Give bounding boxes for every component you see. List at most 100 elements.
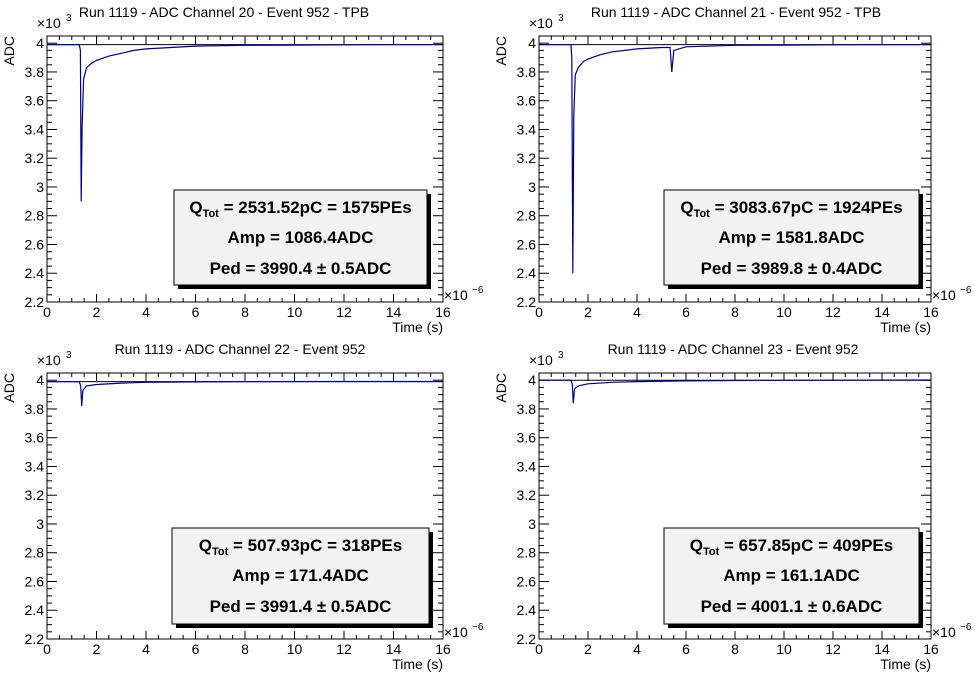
y-tick-label: 3.2: [25, 150, 45, 166]
svg-text:−6: −6: [472, 622, 484, 633]
chart-title: Run 1119 - ADC Channel 21 - Event 952 - …: [591, 4, 881, 20]
x-multiplier: ×10 −6: [444, 622, 484, 640]
y-tick-label: 2.6: [517, 236, 537, 252]
x-tick-label: 4: [142, 641, 150, 657]
x-tick-label: 16: [923, 641, 939, 657]
svg-text:×10: ×10: [444, 624, 468, 640]
y-multiplier: ×10 3: [529, 350, 564, 368]
y-tick-label: 3.6: [25, 430, 45, 446]
y-axis-label: ADC: [493, 373, 509, 403]
svg-text:×10: ×10: [932, 624, 956, 640]
waveform-series: [47, 380, 443, 407]
svg-text:×10: ×10: [932, 287, 956, 303]
y-tick-label: 4: [36, 372, 44, 388]
x-tick-label: 8: [731, 304, 739, 320]
x-tick-label: 6: [192, 304, 200, 320]
svg-text:−6: −6: [960, 622, 972, 633]
y-tick-label: 3.4: [25, 121, 45, 137]
y-tick-label: 3.4: [517, 458, 537, 474]
y-tick-label: 2.4: [517, 602, 537, 618]
y-tick-label: 3.6: [517, 93, 537, 109]
y-tick-label: 3: [36, 516, 44, 532]
chart-title: Run 1119 - ADC Channel 20 - Event 952 - …: [79, 4, 369, 20]
qtot-label: QTot = 3083.67pC = 1924PEs: [680, 198, 902, 220]
svg-text:×10: ×10: [37, 15, 61, 31]
x-tick-label: 0: [43, 641, 51, 657]
svg-text:3: 3: [558, 13, 564, 24]
svg-text:−6: −6: [472, 285, 484, 296]
amp-label: Amp = 1581.8ADC: [719, 228, 865, 247]
x-tick-label: 2: [584, 641, 592, 657]
chart-title: Run 1119 - ADC Channel 23 - Event 952: [608, 341, 859, 357]
x-tick-label: 14: [386, 641, 402, 657]
x-tick-label: 4: [142, 304, 150, 320]
x-tick-label: 6: [682, 304, 690, 320]
x-axis-label: Time (s): [880, 656, 931, 672]
amp-label: Amp = 161.1ADC: [723, 566, 860, 585]
stats-box: QTot = 2531.52pC = 1575PEs Amp = 1086.4A…: [173, 189, 431, 289]
y-tick-label: 2.8: [517, 208, 537, 224]
stats-box: QTot = 507.93pC = 318PEs Amp = 171.4ADC …: [171, 527, 433, 628]
x-tick-label: 16: [435, 641, 451, 657]
waveform-series: [539, 44, 931, 274]
ped-label: Ped = 3990.4 ± 0.5ADC: [210, 259, 392, 278]
x-tick-label: 4: [633, 304, 641, 320]
y-multiplier: ×10 3: [37, 350, 72, 368]
x-tick-label: 14: [874, 641, 890, 657]
y-tick-label: 4: [36, 35, 44, 51]
waveform-series: [539, 379, 932, 404]
x-tick-label: 16: [435, 304, 451, 320]
svg-text:−6: −6: [960, 285, 972, 296]
ped-label: Ped = 4001.1 ± 0.6ADC: [701, 597, 883, 616]
qtot-label: QTot = 657.85pC = 409PEs: [690, 536, 893, 558]
x-tick-label: 2: [93, 641, 101, 657]
svg-text:3: 3: [66, 350, 72, 361]
x-tick-label: 0: [535, 304, 543, 320]
amp-label: Amp = 1086.4ADC: [228, 228, 374, 247]
svg-text:3: 3: [558, 350, 564, 361]
x-tick-label: 6: [682, 641, 690, 657]
y-tick-label: 3: [36, 179, 44, 195]
x-tick-label: 14: [386, 304, 402, 320]
x-tick-label: 8: [241, 304, 249, 320]
y-tick-label: 2.8: [25, 545, 45, 561]
x-tick-label: 0: [535, 641, 543, 657]
y-tick-label: 3.2: [517, 487, 537, 503]
chart-title: Run 1119 - ADC Channel 22 - Event 952: [115, 341, 366, 357]
y-axis-label: ADC: [1, 373, 17, 403]
y-tick-label: 3.4: [517, 121, 537, 137]
y-tick-label: 3.8: [517, 401, 537, 417]
y-tick-label: 4: [528, 35, 536, 51]
y-tick-label: 4: [528, 372, 536, 388]
x-multiplier: ×10 −6: [444, 285, 484, 303]
panel-channel-21: Run 1119 - ADC Channel 21 - Event 952 - …: [493, 4, 972, 335]
plot-frame: [538, 372, 932, 640]
y-tick-label: 2.6: [517, 573, 537, 589]
plot-frame: [46, 35, 444, 303]
waveform-series: [47, 44, 443, 202]
y-tick-label: 2.2: [25, 631, 45, 647]
y-tick-label: 2.4: [25, 602, 45, 618]
panel-channel-20: Run 1119 - ADC Channel 20 - Event 952 - …: [1, 4, 484, 335]
x-tick-label: 12: [336, 304, 352, 320]
x-multiplier: ×10 −6: [932, 285, 972, 303]
y-tick-label: 2.8: [517, 545, 537, 561]
y-axis-label: ADC: [493, 36, 509, 66]
x-tick-label: 2: [584, 304, 592, 320]
x-tick-label: 8: [731, 641, 739, 657]
y-tick-label: 2.4: [25, 265, 45, 281]
ped-label: Ped = 3991.4 ± 0.5ADC: [210, 597, 392, 616]
svg-text:×10: ×10: [444, 287, 468, 303]
x-axis-label: Time (s): [392, 319, 443, 335]
y-tick-label: 3.8: [517, 64, 537, 80]
y-multiplier: ×10 3: [37, 13, 72, 31]
y-tick-label: 3.2: [25, 487, 45, 503]
plot-frame: [46, 372, 444, 640]
x-tick-label: 4: [633, 641, 641, 657]
x-axis-label: Time (s): [880, 319, 931, 335]
y-tick-label: 3.8: [25, 401, 45, 417]
y-tick-label: 3: [528, 516, 536, 532]
plot-frame: [538, 35, 932, 303]
y-tick-label: 3.8: [25, 64, 45, 80]
